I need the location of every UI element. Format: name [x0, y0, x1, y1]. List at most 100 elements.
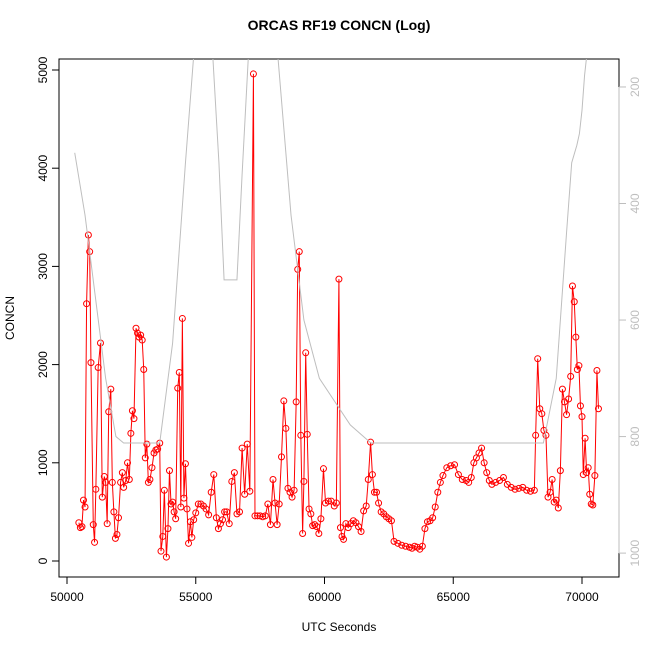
data-point — [175, 368, 183, 376]
data-point — [488, 480, 496, 488]
data-point — [443, 464, 451, 472]
data-point — [172, 515, 180, 523]
data-point — [429, 514, 437, 522]
data-point — [178, 314, 186, 322]
data-point — [594, 405, 602, 413]
data-point — [266, 521, 274, 529]
data-point — [146, 475, 154, 483]
data-point — [238, 444, 246, 452]
data-point — [583, 469, 591, 477]
data-point — [317, 515, 325, 523]
data-point — [223, 508, 231, 516]
data-point — [190, 516, 198, 524]
data-point — [122, 476, 130, 484]
data-point — [587, 500, 595, 508]
data-point — [110, 508, 118, 516]
data-point — [210, 471, 218, 479]
data-point — [305, 505, 313, 513]
data-point — [127, 429, 135, 437]
data-point — [568, 282, 576, 290]
data-point — [164, 525, 172, 533]
data-point — [183, 505, 191, 513]
data-point — [573, 366, 581, 374]
data-point — [87, 359, 95, 367]
y-tick-label: 5000 — [36, 56, 50, 83]
data-point — [249, 70, 257, 78]
data-point — [558, 385, 566, 393]
data-point — [511, 485, 519, 493]
data-point — [538, 410, 546, 418]
data-point — [402, 542, 410, 550]
data-point — [313, 523, 321, 531]
x-tick-label: 55000 — [179, 590, 213, 604]
data-point — [115, 514, 123, 522]
y-tick-label: 1000 — [36, 449, 50, 476]
data-point — [552, 496, 560, 504]
y-tick-label: 0 — [36, 557, 50, 564]
data-point — [181, 460, 189, 468]
data-point — [186, 518, 194, 526]
data-point — [192, 509, 200, 517]
data-point — [102, 478, 110, 486]
data-point — [398, 541, 406, 549]
data-point — [515, 484, 523, 492]
y2-tick-label: 800 — [628, 426, 642, 446]
data-point — [436, 478, 444, 486]
data-point — [228, 477, 236, 485]
data-point — [212, 514, 220, 522]
data-point — [319, 465, 327, 473]
data-point — [431, 503, 439, 511]
data-point — [567, 372, 575, 380]
y2-tick-label: 400 — [628, 193, 642, 213]
data-point — [94, 364, 102, 372]
data-point — [357, 528, 365, 536]
data-point — [324, 497, 332, 505]
data-point — [307, 510, 315, 518]
data-point — [79, 496, 87, 504]
data-point — [546, 488, 554, 496]
data-point — [303, 430, 311, 438]
data-point — [138, 336, 146, 344]
data-point — [76, 524, 84, 532]
secondary-line — [74, 59, 587, 444]
data-point — [299, 529, 307, 537]
data-point — [342, 520, 350, 528]
data-point — [575, 362, 583, 370]
data-point — [202, 505, 210, 513]
data-point — [89, 521, 97, 529]
data-point — [225, 520, 233, 528]
data-point — [128, 407, 136, 415]
data-point — [390, 537, 398, 545]
data-point — [246, 487, 254, 495]
data-point — [526, 487, 534, 495]
data-point — [174, 384, 182, 392]
data-point — [534, 355, 542, 363]
data-point — [280, 397, 288, 405]
x-tick-label: 65000 — [437, 590, 471, 604]
data-point — [205, 511, 213, 519]
y-axis-label: CONCN — [3, 296, 17, 340]
data-point — [241, 490, 249, 498]
data-point — [251, 512, 259, 520]
data-point — [332, 499, 340, 507]
data-point — [394, 539, 402, 547]
data-point — [492, 478, 500, 486]
data-point — [221, 508, 229, 516]
data-point — [556, 467, 564, 475]
data-point — [336, 524, 344, 532]
data-point — [120, 483, 128, 491]
data-point — [418, 542, 426, 550]
data-point — [103, 520, 111, 528]
data-point — [548, 475, 556, 483]
data-point — [434, 488, 442, 496]
data-point — [159, 532, 167, 540]
data-point — [367, 438, 375, 446]
series-line — [78, 73, 599, 558]
data-point — [467, 474, 475, 482]
data-point — [302, 349, 310, 357]
data-point — [572, 333, 580, 341]
data-point — [78, 523, 86, 531]
data-point — [108, 478, 116, 486]
